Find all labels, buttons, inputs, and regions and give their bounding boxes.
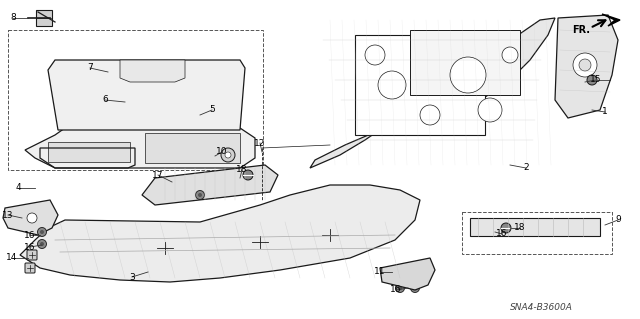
Text: 6: 6 <box>102 95 108 105</box>
Text: 1: 1 <box>602 108 608 116</box>
Circle shape <box>573 53 597 77</box>
Polygon shape <box>3 200 58 235</box>
Circle shape <box>396 284 404 293</box>
Text: 16: 16 <box>24 242 36 251</box>
Text: FR.: FR. <box>572 25 590 35</box>
Circle shape <box>243 170 253 180</box>
Polygon shape <box>380 258 435 290</box>
FancyBboxPatch shape <box>36 10 52 26</box>
Circle shape <box>365 45 385 65</box>
Polygon shape <box>602 14 620 26</box>
Text: 8: 8 <box>10 13 16 23</box>
Polygon shape <box>310 18 555 168</box>
Circle shape <box>579 59 591 71</box>
Polygon shape <box>145 133 240 163</box>
Circle shape <box>501 223 511 233</box>
Circle shape <box>413 286 417 290</box>
Text: 16: 16 <box>496 229 508 239</box>
Circle shape <box>40 242 44 246</box>
Circle shape <box>38 227 47 236</box>
FancyBboxPatch shape <box>410 30 520 95</box>
Text: 18: 18 <box>236 166 248 174</box>
Text: 2: 2 <box>523 164 529 173</box>
Circle shape <box>410 284 419 293</box>
Circle shape <box>225 152 231 158</box>
FancyBboxPatch shape <box>25 263 35 273</box>
Text: 10: 10 <box>216 147 228 157</box>
Text: 11: 11 <box>374 268 386 277</box>
Circle shape <box>420 105 440 125</box>
Text: 9: 9 <box>615 216 621 225</box>
Circle shape <box>587 75 597 85</box>
Polygon shape <box>120 60 185 82</box>
Circle shape <box>523 228 527 232</box>
Text: 7: 7 <box>87 63 93 72</box>
Circle shape <box>246 173 250 177</box>
Text: 4: 4 <box>15 183 21 192</box>
Text: 18: 18 <box>515 224 525 233</box>
FancyBboxPatch shape <box>470 218 600 236</box>
Polygon shape <box>48 142 130 162</box>
Polygon shape <box>25 128 255 168</box>
Text: 12: 12 <box>254 138 266 147</box>
Circle shape <box>198 193 202 197</box>
Circle shape <box>450 57 486 93</box>
Text: 16: 16 <box>24 231 36 240</box>
Circle shape <box>38 240 47 249</box>
Text: 5: 5 <box>209 106 215 115</box>
Polygon shape <box>20 185 420 282</box>
FancyBboxPatch shape <box>27 250 37 260</box>
Circle shape <box>27 213 37 223</box>
Circle shape <box>478 98 502 122</box>
Polygon shape <box>555 15 618 118</box>
Text: 3: 3 <box>129 272 135 281</box>
FancyBboxPatch shape <box>355 35 485 135</box>
Text: 17: 17 <box>152 170 164 180</box>
Circle shape <box>243 170 253 180</box>
Text: 13: 13 <box>3 211 13 219</box>
Circle shape <box>221 148 235 162</box>
Circle shape <box>40 230 44 234</box>
Text: 15: 15 <box>590 76 602 85</box>
Text: SNA4-B3600A: SNA4-B3600A <box>510 302 573 311</box>
Circle shape <box>195 190 205 199</box>
Circle shape <box>504 230 508 234</box>
Circle shape <box>502 227 511 236</box>
Circle shape <box>520 226 529 234</box>
Circle shape <box>502 47 518 63</box>
Polygon shape <box>48 60 245 130</box>
Polygon shape <box>142 165 278 205</box>
Text: 14: 14 <box>6 254 18 263</box>
Circle shape <box>378 71 406 99</box>
Text: 16: 16 <box>390 286 402 294</box>
Circle shape <box>398 286 402 290</box>
